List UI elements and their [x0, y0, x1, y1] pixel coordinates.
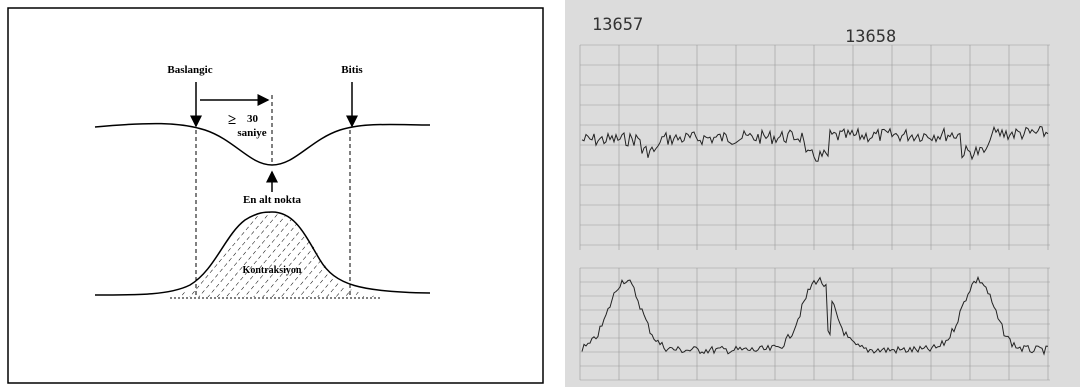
duration-value: 30	[247, 113, 259, 125]
contraction-diagram: Baslangic Bitis ≥ 30 saniye En alt nokta…	[8, 8, 543, 383]
end-label: Bitis	[341, 64, 363, 76]
duration-symbol: ≥	[228, 112, 236, 128]
page: Baslangic Bitis ≥ 30 saniye En alt nokta…	[0, 0, 1080, 387]
contraction-label: Kontraksiyon	[243, 265, 302, 276]
duration-unit: saniye	[237, 127, 266, 139]
lowest-point-label: En alt nokta	[243, 194, 302, 206]
start-label: Baslangic	[167, 64, 212, 76]
right-number: 13658	[845, 27, 896, 47]
ctg-printout: 13657 13658	[565, 0, 1080, 387]
figure: Baslangic Bitis ≥ 30 saniye En alt nokta…	[0, 0, 1080, 387]
left-number: 13657	[592, 15, 643, 35]
